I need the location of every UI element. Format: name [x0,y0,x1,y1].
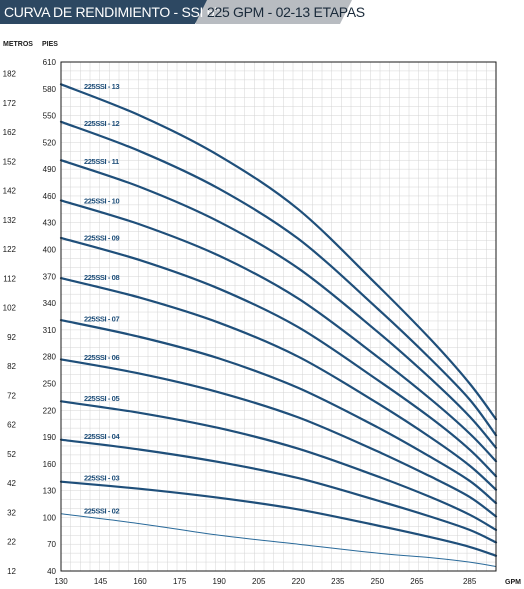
meter-tick-label: 182 [3,70,17,79]
feet-tick-label: 160 [43,460,57,469]
series-label-225ssi-04: 225SSI - 04 [84,432,120,441]
feet-tick-label: 580 [43,85,57,94]
subtitle-banner [196,0,352,24]
series-label-225ssi-12: 225SSI - 12 [84,119,119,128]
series-label-225ssi-07: 225SSI - 07 [84,314,119,323]
meter-tick-label: 162 [3,128,17,137]
feet-tick-label: 610 [43,58,57,67]
feet-tick-label: 340 [43,299,57,308]
curve-225ssi-04 [59,438,498,544]
plot-frame [60,61,497,572]
meter-tick-label: 122 [3,245,17,254]
meter-tick-label: 32 [7,508,16,517]
curve-225ssi-10 [59,199,498,463]
meter-tick-label: 82 [7,362,16,371]
meter-tick-label: 62 [7,421,16,430]
series-labels: 225SSI - 13 225SSI - 12 225SSI - 11 225SSI … [84,82,121,515]
meter-tick-label: 92 [7,333,16,342]
series-label-225ssi-09: 225SSI - 09 [84,233,119,242]
meter-tick-label: 142 [3,187,17,196]
curve-225ssi-06 [59,358,498,518]
gpm-unit-label: GPM [505,579,521,586]
feet-unit-label: PIES [42,41,58,48]
meter-tick-label: 172 [3,99,17,108]
series-label-225ssi-03: 225SSI - 03 [84,473,119,482]
x-tick-label: 235 [331,577,345,586]
meter-tick-label: 22 [7,538,16,547]
meter-tick-label: 52 [7,450,16,459]
feet-tick-label: 100 [43,513,57,522]
feet-tick-label: 370 [43,272,57,281]
curve-225ssi-12 [59,120,498,437]
feet-tick-label: 280 [43,353,57,362]
x-tick-label: 190 [213,577,227,586]
curve-225ssi-07 [59,319,498,505]
curve-225ssi-11 [59,159,498,449]
x-tick-label: 285 [463,577,477,586]
x-tick-label: 130 [54,577,68,586]
feet-tick-label: 40 [47,567,56,576]
x-tick-label: 250 [371,577,385,586]
meter-tick-label: 132 [3,216,17,225]
series-label-225ssi-13: 225SSI - 13 [84,82,119,91]
x-tick-label: 145 [94,577,108,586]
series-label-225ssi-11: 225SSI - 11 [84,157,119,166]
meters-unit-label: METROS [3,41,33,48]
curve-225ssi-05 [59,400,498,531]
series-label-225ssi-05: 225SSI - 05 [84,394,119,403]
header-graphic: CURVA DE RENDIMIENTO - SSI 6" 225 GPM - … [0,0,365,24]
chart-title: CURVA DE RENDIMIENTO - SSI 6" [4,4,219,20]
meter-tick-label: 112 [3,274,16,283]
feet-tick-label: 250 [43,379,57,388]
curve-225ssi-13 [59,83,498,421]
curve-225ssi-02 [60,513,497,567]
x-tick-label: 175 [173,577,187,586]
x-tick-label: 265 [410,577,424,586]
chart-header: CURVA DE RENDIMIENTO - SSI 6" 225 GPM - … [0,0,524,24]
series-label-225ssi-08: 225SSI - 08 [84,273,119,282]
curve-225ssi-08 [59,277,498,491]
feet-tick-label: 190 [43,433,57,442]
feet-tick-label: 130 [43,487,57,496]
curves [59,83,498,567]
x-tick-label: 220 [292,577,306,586]
meter-tick-label: 12 [7,567,16,576]
feet-tick-label: 490 [43,165,57,174]
feet-tick-label: 220 [43,406,57,415]
feet-tick-label: 550 [43,112,57,121]
meter-tick-label: 102 [3,304,17,313]
feet-tick-label: 400 [43,246,57,255]
feet-tick-label: 310 [43,326,57,335]
meter-tick-label: 152 [3,157,17,166]
curve-225ssi-09 [59,236,498,478]
curve-225ssi-03 [59,480,498,557]
chart-subtitle: 225 GPM - 02-13 ETAPAS [207,4,365,20]
series-label-225ssi-10: 225SSI - 10 [84,196,119,205]
x-tick-label: 205 [252,577,266,586]
feet-tick-label: 70 [47,540,56,549]
series-label-225ssi-06: 225SSI - 06 [84,353,119,362]
feet-tick-label: 520 [43,138,57,147]
axes: 130 145 160 175 190 205 220 235 250 265 285 610 580 5… [3,58,497,586]
title-banner [0,0,207,24]
series-label-225ssi-02: 225SSI - 02 [84,506,119,515]
meter-tick-label: 72 [7,391,16,400]
feet-tick-label: 430 [43,219,57,228]
x-tick-label: 160 [133,577,147,586]
feet-tick-label: 460 [43,192,57,201]
meter-tick-label: 42 [7,479,16,488]
